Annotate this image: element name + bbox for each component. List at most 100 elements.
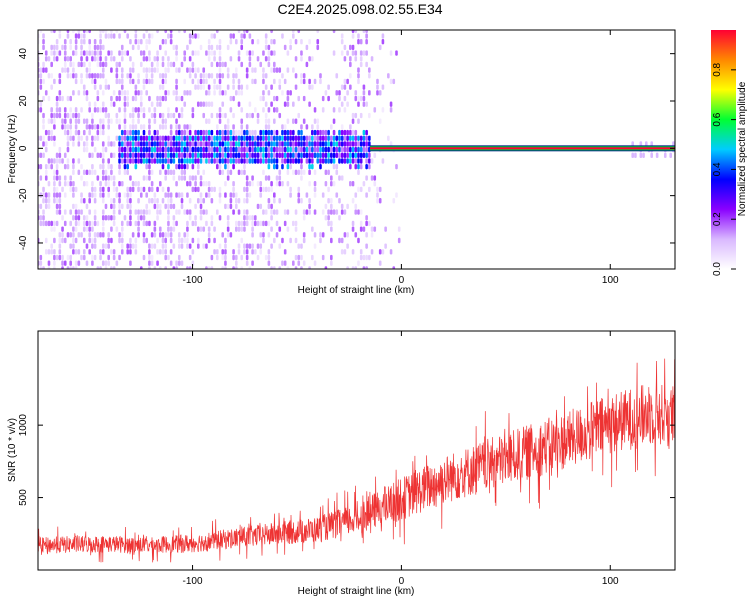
heatmap-cell (112, 220, 116, 227)
heatmap-cell (226, 152, 230, 159)
heatmap-cell (53, 249, 56, 255)
heatmap-cell (194, 84, 197, 90)
heatmap-cell (167, 56, 170, 62)
heatmap-cell (270, 186, 273, 193)
heatmap-cell (180, 243, 184, 249)
heatmap-cell (232, 249, 235, 255)
heatmap-cell (80, 163, 83, 170)
heatmap-cell (283, 101, 287, 107)
snr-x-axis-label: Height of straight line (km) (298, 586, 415, 597)
heatmap-cell (224, 152, 227, 159)
heatmap-cell (327, 84, 330, 90)
heatmap-cell (251, 67, 254, 73)
heatmap-cell (123, 215, 127, 221)
heatmap-cell (235, 220, 238, 227)
heatmap-cell (91, 254, 94, 261)
heatmap-cell (275, 146, 279, 153)
heatmap-cell (294, 152, 298, 159)
heatmap-cell (264, 73, 268, 79)
heatmap-cell (313, 118, 317, 124)
heatmap-cell (80, 50, 83, 56)
heatmap-cell (273, 192, 276, 198)
heatmap-cell (294, 237, 298, 244)
heatmap-cell (270, 146, 273, 153)
heatmap-cell (118, 90, 121, 96)
heatmap-cell (338, 141, 341, 147)
heatmap-cell (351, 249, 355, 255)
heatmap-cell (226, 232, 230, 238)
heatmap-cell (85, 146, 89, 153)
heatmap-cell (93, 107, 97, 113)
heatmap-cell (93, 84, 97, 90)
heatmap-cell (321, 209, 325, 215)
heatmap-cell (278, 243, 282, 249)
heatmap-cell (156, 186, 159, 193)
heatmap-cell (308, 163, 311, 170)
heatmap-cell (221, 152, 225, 159)
heatmap-cell (175, 220, 178, 227)
heatmap-cell (248, 243, 252, 249)
heatmap-cell (63, 44, 67, 51)
heatmap-cell (327, 146, 330, 153)
heatmap-cell (80, 33, 83, 39)
heatmap-cell (110, 95, 113, 102)
heatmap-cell (283, 146, 287, 153)
heatmap-cell (175, 260, 178, 266)
heatmap-cell (237, 226, 241, 232)
heatmap-cell (177, 95, 181, 102)
heatmap-cell (101, 30, 105, 34)
heatmap-cell (340, 203, 344, 210)
heatmap-cell (42, 67, 45, 73)
heatmap-cell (240, 141, 244, 147)
heatmap-cell (218, 135, 222, 141)
heatmap-cell (273, 107, 276, 113)
heatmap-cell (158, 209, 162, 215)
heatmap-cell (330, 203, 333, 210)
heatmap-cell (74, 78, 78, 85)
heatmap-cell (313, 186, 317, 193)
heatmap-cell (150, 101, 154, 107)
heatmap-cell (245, 73, 249, 79)
colorbar-tick-label: 0.4 (712, 162, 723, 176)
heatmap-cell (262, 169, 265, 176)
heatmap-cell (213, 237, 216, 244)
heatmap-cell (207, 56, 211, 62)
heatmap-cell (224, 135, 227, 141)
heatmap-cell (44, 237, 48, 244)
heatmap-cell (302, 260, 306, 266)
heatmap-cell (183, 56, 187, 62)
heatmap-cell (50, 226, 53, 232)
heatmap-cell (199, 84, 203, 90)
heatmap-cell (183, 141, 187, 147)
heatmap-cell (313, 78, 317, 85)
heatmap-cell (126, 73, 129, 79)
heatmap-cell (292, 129, 295, 136)
heatmap-cell (229, 203, 233, 210)
heatmap-cell (134, 209, 138, 215)
heatmap-cell (300, 169, 303, 176)
heatmap-cell (142, 158, 146, 164)
heatmap-cell (161, 186, 165, 193)
heatmap-cell (297, 260, 301, 266)
heatmap-cell (180, 169, 184, 176)
heatmap-cell (305, 124, 309, 130)
heatmap-cell (158, 226, 162, 232)
heatmap-cell (93, 198, 97, 204)
heatmap-cell (55, 163, 59, 170)
heatmap-cell (213, 226, 216, 232)
heatmap-cell (139, 158, 143, 164)
heatmap-cell (199, 44, 203, 51)
heatmap-cell (346, 129, 349, 136)
heatmap-cell (88, 169, 91, 176)
heatmap-cell (153, 220, 157, 227)
heatmap-cell (207, 73, 211, 79)
heatmap-cell (292, 118, 295, 124)
heatmap-cell (158, 95, 162, 102)
heatmap-cell (205, 152, 208, 159)
heatmap-cell (278, 175, 282, 181)
heatmap-cell (172, 61, 176, 68)
heatmap-cell (196, 163, 200, 170)
heatmap-cell (237, 152, 241, 159)
heatmap-cell (205, 50, 208, 56)
